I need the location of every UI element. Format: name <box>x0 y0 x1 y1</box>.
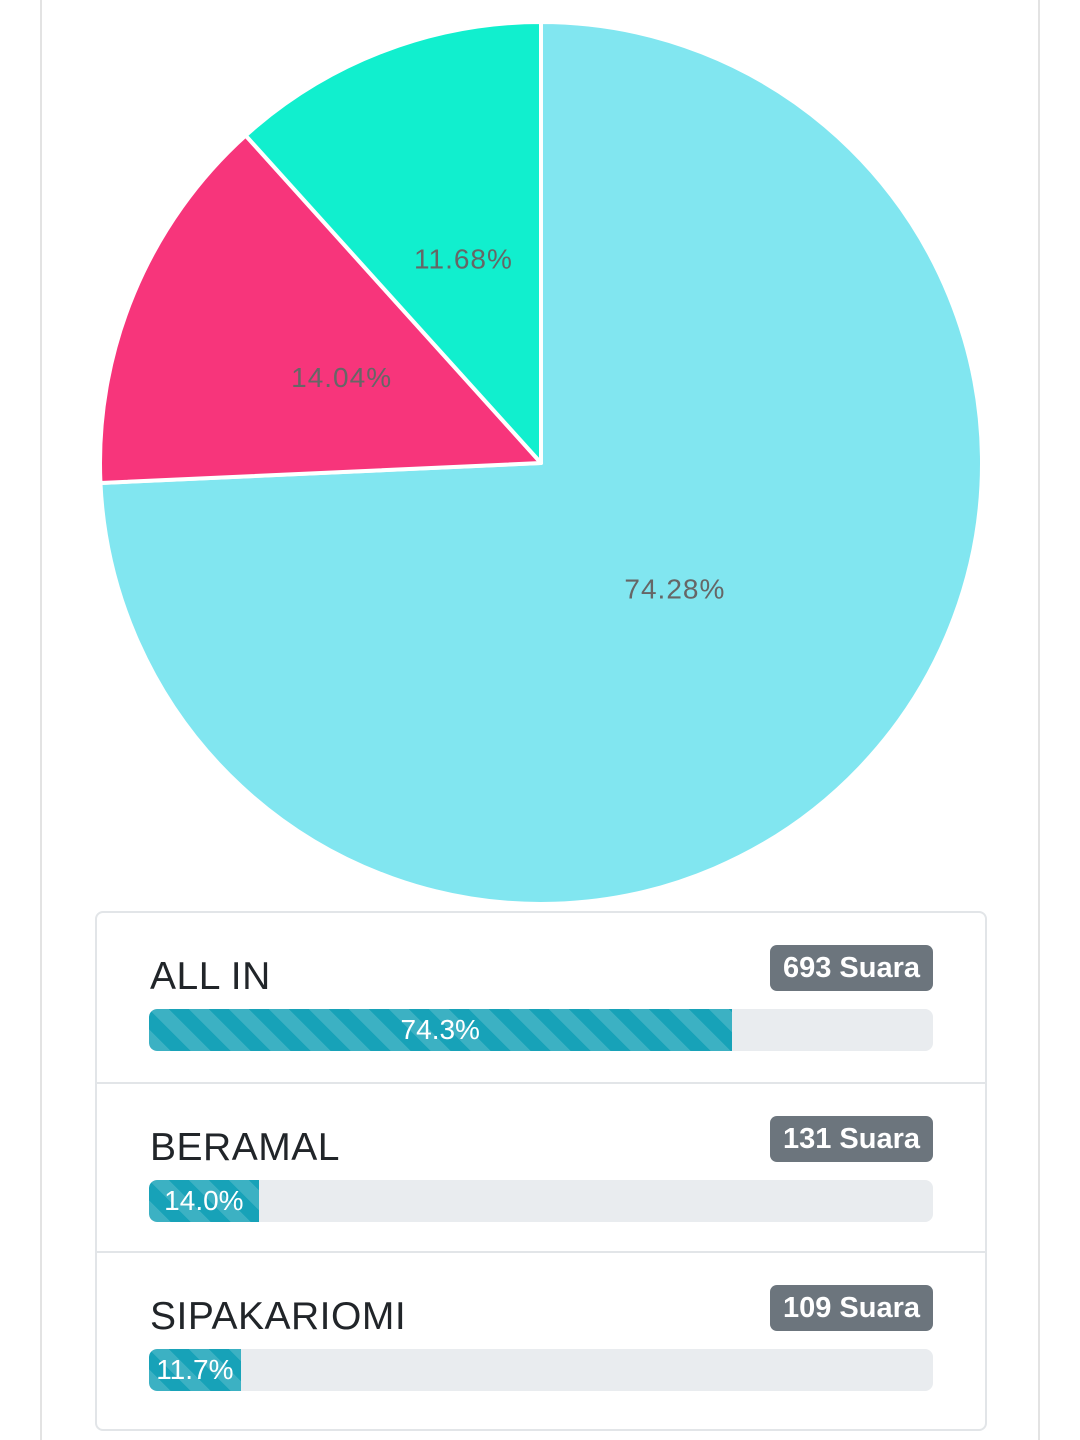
progress-track: 11.7% <box>149 1349 933 1391</box>
pie-slice-beramal <box>98 133 543 485</box>
option-name: BERAMAL <box>150 1126 340 1169</box>
pie-label-sipakariomi: 11.68% <box>414 244 513 275</box>
progress-track: 74.3% <box>149 1009 933 1051</box>
progress-bar: 74.3% <box>149 1009 732 1051</box>
vote-count-badge: 693 Suara <box>769 945 933 991</box>
progress-bar: 14.0% <box>149 1180 259 1222</box>
result-item-sipakariomi: SIPAKARIOMI 109 Suara 11.7% <box>97 1251 985 1420</box>
vote-count-badge: 109 Suara <box>769 1285 933 1331</box>
progress-track: 14.0% <box>149 1180 933 1222</box>
pie-label-beramal: 14.04% <box>291 362 392 393</box>
progress-bar: 11.7% <box>149 1349 241 1391</box>
pie-slice-sipakariomi <box>243 20 543 465</box>
result-item-beramal: BERAMAL 131 Suara 14.0% <box>97 1082 985 1251</box>
result-item-all-in: ALL IN 693 Suara 74.3% <box>97 913 985 1082</box>
results-list: ALL IN 693 Suara 74.3% BERAMAL 131 Suara… <box>95 911 987 1431</box>
option-name: ALL IN <box>150 955 271 998</box>
vote-count-badge: 131 Suara <box>769 1116 933 1162</box>
pie-label-all-in: 74.28% <box>624 573 725 604</box>
poll-card <box>40 0 1040 1440</box>
pie-chart: 74.28% 14.04% 11.68% <box>98 20 984 906</box>
option-name: SIPAKARIOMI <box>150 1295 407 1338</box>
